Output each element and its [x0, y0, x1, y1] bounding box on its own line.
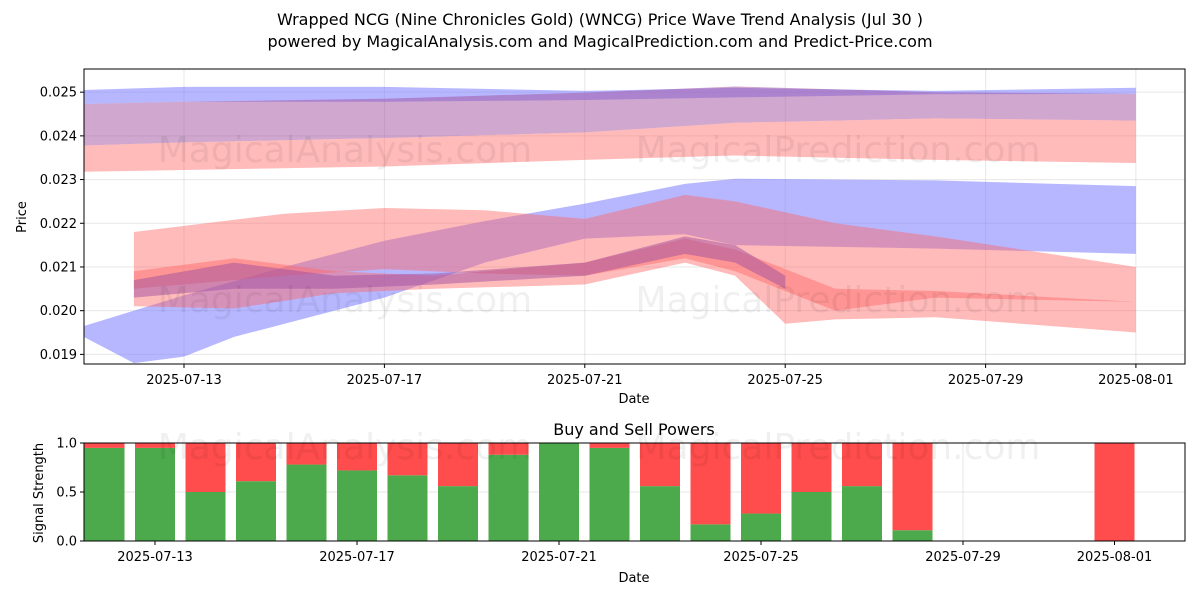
sell-bar	[741, 443, 781, 514]
signal-x-tick-label: 2025-07-13	[117, 550, 193, 565]
sell-bar	[640, 443, 680, 487]
price-y-tick-label: 0.021	[40, 260, 77, 275]
sell-bar	[84, 443, 125, 448]
signal-y-axis-label: Signal Strength	[32, 443, 47, 543]
price-band-7	[133, 236, 786, 298]
sell-bar	[135, 443, 175, 448]
price-y-tick-label: 0.025	[40, 86, 77, 101]
watermark-mid-left: MagicalAnalysis.com	[158, 280, 532, 321]
signal-y-axis: 0.0 0.5 1.0	[56, 437, 84, 550]
price-y-tick-label: 0.020	[40, 304, 77, 319]
sell-bar	[488, 443, 529, 455]
signal-panel: Buy and Sell Powers MagicalAnalysis.com …	[32, 420, 1186, 586]
price-x-tick-label: 2025-07-25	[747, 373, 823, 388]
watermark-top-left: MagicalAnalysis.com	[158, 130, 532, 171]
buy-bar	[236, 481, 276, 541]
sell-bar	[236, 443, 276, 482]
sell-bar	[589, 443, 630, 448]
buy-bar	[185, 492, 226, 541]
price-band-6	[133, 238, 1136, 333]
sell-bar	[337, 443, 377, 471]
sell-bar	[1094, 443, 1135, 541]
chart-title-line-2: powered by MagicalAnalysis.com and Magic…	[267, 32, 933, 51]
buy-bar	[135, 447, 175, 541]
watermark-mid-right: MagicalPrediction.com	[636, 280, 1041, 321]
price-y-axis-label: Price	[15, 201, 30, 233]
price-x-axis-label: Date	[618, 392, 649, 407]
chart-title-line-1: Wrapped NCG (Nine Chronicles Gold) (WNCG…	[276, 10, 924, 29]
signal-bars	[84, 443, 1135, 541]
price-y-tick-label: 0.024	[40, 129, 77, 144]
buy-bar	[690, 524, 731, 541]
price-band-group	[84, 86, 1136, 364]
buy-bar	[337, 470, 377, 541]
buy-bar	[791, 492, 832, 541]
buy-bar	[842, 486, 882, 541]
buy-bar	[387, 475, 428, 541]
sell-bar	[690, 443, 731, 525]
price-panel: MagicalAnalysis.com MagicalPrediction.co…	[15, 68, 1186, 407]
sell-bar	[791, 443, 832, 492]
signal-x-tick-label: 2025-08-01	[1077, 550, 1153, 565]
buy-bar	[438, 486, 478, 541]
buy-bar	[892, 530, 933, 541]
sell-bar	[185, 443, 226, 492]
signal-x-tick-label: 2025-07-21	[521, 550, 597, 565]
buy-bar	[84, 447, 125, 541]
signal-x-tick-label: 2025-07-25	[723, 550, 799, 565]
signal-y-tick-label: 0.0	[56, 535, 77, 550]
price-x-tick-label: 2025-07-21	[547, 373, 623, 388]
price-x-tick-label: 2025-07-13	[146, 373, 222, 388]
price-y-tick-label: 0.019	[40, 348, 77, 363]
watermark-top-right: MagicalPrediction.com	[636, 130, 1041, 171]
price-plot-frame	[83, 68, 1186, 365]
price-band-4	[84, 178, 1136, 364]
buy-bar	[539, 443, 579, 541]
buy-bar	[640, 486, 680, 541]
watermark-bottom-right: MagicalPrediction.com	[636, 427, 1041, 468]
price-band-3	[84, 118, 1136, 172]
watermark-bottom-left: MagicalAnalysis.com	[158, 427, 532, 468]
signal-x-tick-label: 2025-07-29	[925, 550, 1001, 565]
signal-x-tick-label: 2025-07-17	[319, 550, 395, 565]
signal-y-tick-label: 1.0	[56, 437, 77, 452]
signal-y-tick-label: 0.5	[56, 486, 77, 501]
buy-bar	[286, 464, 327, 541]
sell-bar	[438, 443, 478, 487]
buy-bar	[488, 454, 529, 541]
price-x-tick-label: 2025-08-01	[1098, 373, 1174, 388]
buy-bar	[741, 513, 781, 541]
price-x-axis: 2025-07-13 2025-07-17 2025-07-21 2025-07-25…	[146, 364, 1174, 388]
buy-bar	[589, 447, 630, 541]
price-y-axis: 0.019 0.020 0.021 0.022 0.023 0.024 0.025	[40, 86, 84, 363]
signal-x-axis: 2025-07-13 2025-07-17 2025-07-21 2025-07-25…	[117, 541, 1152, 565]
sell-bar	[286, 443, 327, 465]
price-x-tick-label: 2025-07-29	[948, 373, 1024, 388]
sell-bar	[842, 443, 882, 487]
sell-bar	[387, 443, 428, 476]
price-band-2	[84, 86, 1136, 146]
signal-panel-title: Buy and Sell Powers	[553, 420, 715, 439]
price-bands	[84, 86, 1136, 364]
signal-x-axis-label: Date	[618, 571, 649, 586]
price-y-tick-label: 0.022	[40, 217, 77, 232]
price-y-tick-label: 0.023	[40, 173, 77, 188]
price-x-tick-label: 2025-07-17	[347, 373, 423, 388]
sell-bar	[892, 443, 933, 531]
